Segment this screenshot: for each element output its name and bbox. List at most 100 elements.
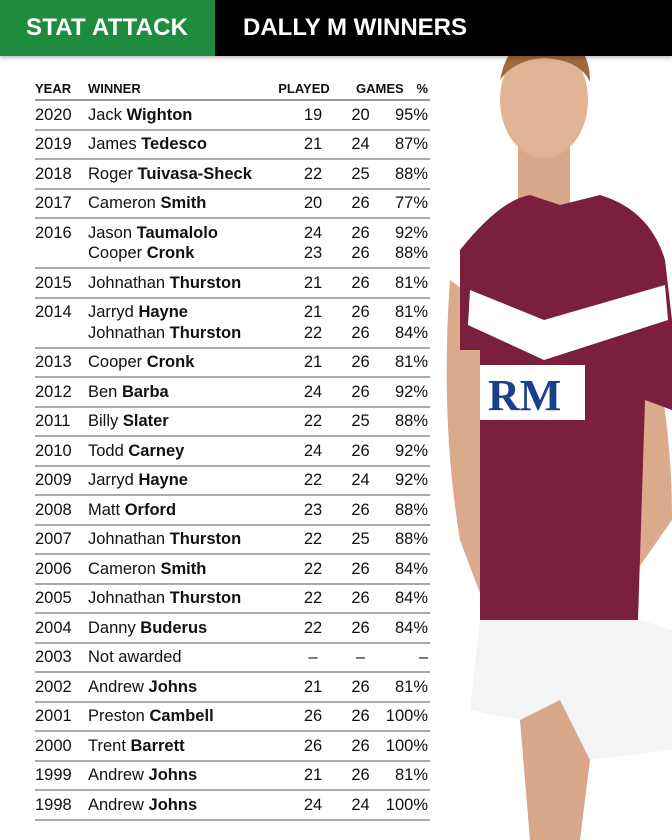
games: 26 [351,441,370,460]
percentage: 88% [394,164,428,183]
winner-line: 2014 Jarryd Hayne 21 26 81% [35,303,430,324]
percentage: – [418,648,428,667]
games: 26 [351,677,370,696]
col-pct: % [416,81,428,96]
percentage: 88% [394,500,428,519]
played: 26 [303,707,323,726]
winner-line: Johnathan Thurston 22 26 84% [35,323,430,344]
year: 2012 [35,382,72,401]
svg-text:RM: RM [488,371,561,420]
percentage: 84% [394,589,428,608]
played: 24 [303,795,323,814]
first-name: Johnathan [88,589,166,608]
table-row: 2004 Danny Buderus 22 26 84% [35,614,430,644]
games: 26 [351,194,370,213]
table-row: 2008 Matt Orford 23 26 88% [35,496,430,526]
last-name: Hayne [138,471,188,490]
last-name: Wighton [126,105,193,124]
table-row: 1999 Andrew Johns 21 26 81% [35,762,430,791]
winner-name: Trent Barrett [88,737,258,756]
winner-line: 2000 Trent Barrett 26 26 100% [35,736,430,757]
winner-name: Johnathan Thurston [88,324,258,343]
played: 21 [303,766,323,785]
winner-name: Andrew Johns [88,766,258,785]
games: 20 [351,105,370,124]
year: 2002 [35,677,72,696]
percentage: 92% [394,382,428,401]
percentage: 81% [394,677,428,696]
page-title: DALLY M WINNERS [215,0,672,56]
last-name: Slater [122,412,169,431]
played: 21 [303,303,323,322]
first-name: Billy [88,412,119,431]
year: 2001 [35,707,72,726]
first-name: Not awarded [88,648,182,667]
last-name: Buderus [140,618,208,637]
winner-line: 2001 Preston Cambell 26 26 100% [35,707,430,728]
year: 2019 [35,135,72,154]
games: 26 [351,707,370,726]
winner-line: 2007 Johnathan Thurston 22 25 88% [35,530,430,551]
winner-name: Not awarded [88,648,258,667]
percentage: 100% [385,795,428,814]
percentage: 92% [394,223,428,242]
table-row: 2017 Cameron Smith 20 26 77% [35,190,430,219]
percentage: 81% [394,303,428,322]
games: 26 [351,618,370,637]
winner-line: 2002 Andrew Johns 21 26 81% [35,677,430,698]
col-games: GAMES [356,81,404,96]
year: 2008 [35,500,72,519]
winner-name: Cameron Smith [88,194,258,213]
played: 21 [303,677,323,696]
year: 2007 [35,530,72,549]
first-name: Cooper [88,353,143,372]
played: 22 [303,412,323,431]
winner-line: Cooper Cronk 23 26 88% [35,244,430,265]
year: 2009 [35,471,72,490]
played: 24 [303,441,323,460]
percentage: 81% [394,353,428,372]
table-row: 2016 Jason Taumalolo 24 26 92% Cooper Cronk 23… [35,219,430,269]
games: 26 [351,244,370,263]
winner-line: 2011 Billy Slater 22 25 88% [35,412,430,433]
last-name: Cronk [146,353,195,372]
table-row: 2013 Cooper Cronk 21 26 81% [35,349,430,378]
year: 2014 [35,303,72,322]
first-name: James [88,135,137,154]
games: 25 [351,412,370,431]
table-row: 2012 Ben Barba 24 26 92% [35,378,430,408]
winner-name: Preston Cambell [88,707,258,726]
winner-name: Jason Taumalolo [88,224,258,243]
first-name: Cameron [88,194,156,213]
winner-line: 2009 Jarryd Hayne 22 24 92% [35,471,430,492]
last-name: Thurston [169,273,242,292]
games: 26 [351,223,370,242]
played: 19 [303,105,323,124]
table-row: 2015 Johnathan Thurston 21 26 81% [35,269,430,299]
year: 2016 [35,223,72,242]
first-name: Andrew [88,795,144,814]
year: 2000 [35,736,72,755]
winner-line: 2015 Johnathan Thurston 21 26 81% [35,273,430,294]
played: 22 [303,164,323,183]
played: 21 [303,353,323,372]
percentage: 92% [394,441,428,460]
year: 2006 [35,559,72,578]
games: 26 [351,382,370,401]
section-label: STAT ATTACK [0,0,215,56]
played: 24 [303,223,323,242]
year: 2004 [35,618,72,637]
year: 1999 [35,766,72,785]
first-name: Cooper [88,244,143,263]
last-name: Barrett [130,736,185,755]
winner-name: Johnathan Thurston [88,274,258,293]
winner-line: 2008 Matt Orford 23 26 88% [35,500,430,521]
winner-name: Cooper Cronk [88,244,258,263]
first-name: Matt [88,500,121,519]
played: 22 [303,559,323,578]
first-name: Johnathan [88,273,166,292]
first-name: Todd [88,441,124,460]
games: 26 [351,273,370,292]
winner-name: Todd Carney [88,442,258,461]
table-row: 2014 Jarryd Hayne 21 26 81% Johnathan Thursto… [35,299,430,349]
